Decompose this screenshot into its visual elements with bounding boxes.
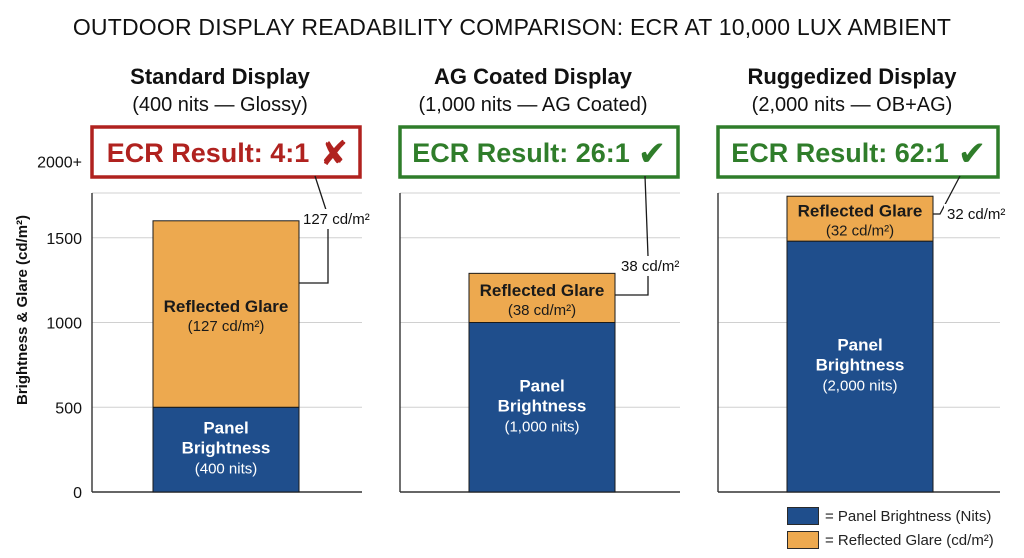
pass-check-icon: ✔ — [638, 135, 667, 173]
bar-panel-label: Brightness — [182, 439, 271, 458]
legend-item-panel: = Panel Brightness (Nits) — [787, 505, 994, 527]
bar-panel-brightness — [152, 406, 300, 493]
ecr-result-box — [90, 125, 362, 179]
pass-check-icon: ✔ — [958, 135, 987, 173]
bar-reflected-glare — [468, 272, 616, 323]
panel-title: Standard Display — [130, 64, 310, 89]
callout-label: 38 cd/m² — [621, 258, 679, 275]
bar-panel-label: Brightness — [816, 356, 905, 375]
legend-swatch-glare — [787, 531, 819, 549]
bar-reflected-glare — [152, 220, 300, 408]
callout-label-bg — [618, 256, 698, 276]
y-tick-label: 2000+ — [37, 154, 82, 171]
ecr-result-box — [398, 125, 680, 179]
callout-leader-line — [299, 175, 329, 284]
y-tick-label: 1000 — [46, 316, 82, 333]
bar-panel-label: Panel — [519, 376, 564, 395]
callout-label: 32 cd/m² — [947, 206, 1005, 223]
callout-label: 127 cd/m² — [303, 211, 370, 228]
ecr-result-box — [716, 125, 1000, 179]
legend-label-glare: = Reflected Glare (cd/m²) — [825, 531, 994, 549]
callout-label-bg — [300, 209, 380, 229]
chart-title: OUTDOOR DISPLAY READABILITY COMPARISON: … — [72, 14, 952, 40]
y-tick-label: 0 — [73, 485, 82, 502]
bar-panel-label: Brightness — [498, 396, 587, 415]
bar-panel-brightness — [786, 240, 934, 493]
y-tick-label: 1500 — [46, 231, 82, 248]
bar-panel-value-label: (1,000 nits) — [504, 418, 579, 435]
chart-legend: = Panel Brightness (Nits) = Reflected Gl… — [787, 505, 994, 553]
legend-swatch-panel — [787, 507, 819, 525]
panel-title: Ruggedized Display — [747, 64, 957, 89]
bar-panel-value-label: (2,000 nits) — [822, 378, 897, 395]
fail-x-icon: ✘ — [320, 135, 349, 173]
legend-label-panel: = Panel Brightness (Nits) — [825, 507, 992, 525]
ecr-result-label: ECR Result: 26:1 — [412, 138, 630, 168]
ecr-result-label: ECR Result: 62:1 — [731, 138, 949, 168]
bar-reflected-glare — [786, 195, 934, 242]
bar-panel-label: Panel — [837, 336, 882, 355]
panel-title: AG Coated Display — [434, 64, 633, 89]
panel-subtitle: (400 nits — Glossy) — [132, 94, 308, 116]
ecr-result-label: ECR Result: 4:1 — [107, 138, 310, 168]
panel-subtitle: (1,000 nits — AG Coated) — [418, 94, 647, 116]
bar-glare-label: Reflected Glare — [164, 297, 289, 316]
panel-subtitle: (2,000 nits — OB+AG) — [752, 94, 953, 116]
y-axis-label: Brightness & Glare (cd/m²) — [14, 215, 31, 405]
callout-leader-line — [615, 175, 649, 296]
bar-panel-value-label: (400 nits) — [195, 461, 258, 478]
callout-label-bg — [944, 204, 1024, 224]
bar-glare-value-label: (32 cd/m²) — [826, 223, 894, 240]
bar-glare-value-label: (38 cd/m²) — [508, 302, 576, 319]
legend-item-glare: = Reflected Glare (cd/m²) — [787, 529, 994, 551]
callout-leader-line — [933, 175, 961, 215]
bar-glare-label: Reflected Glare — [798, 202, 923, 221]
bar-glare-value-label: (127 cd/m²) — [188, 318, 265, 335]
bar-panel-label: Panel — [203, 419, 248, 438]
y-tick-label: 500 — [55, 400, 82, 417]
bar-glare-label: Reflected Glare — [480, 281, 605, 300]
